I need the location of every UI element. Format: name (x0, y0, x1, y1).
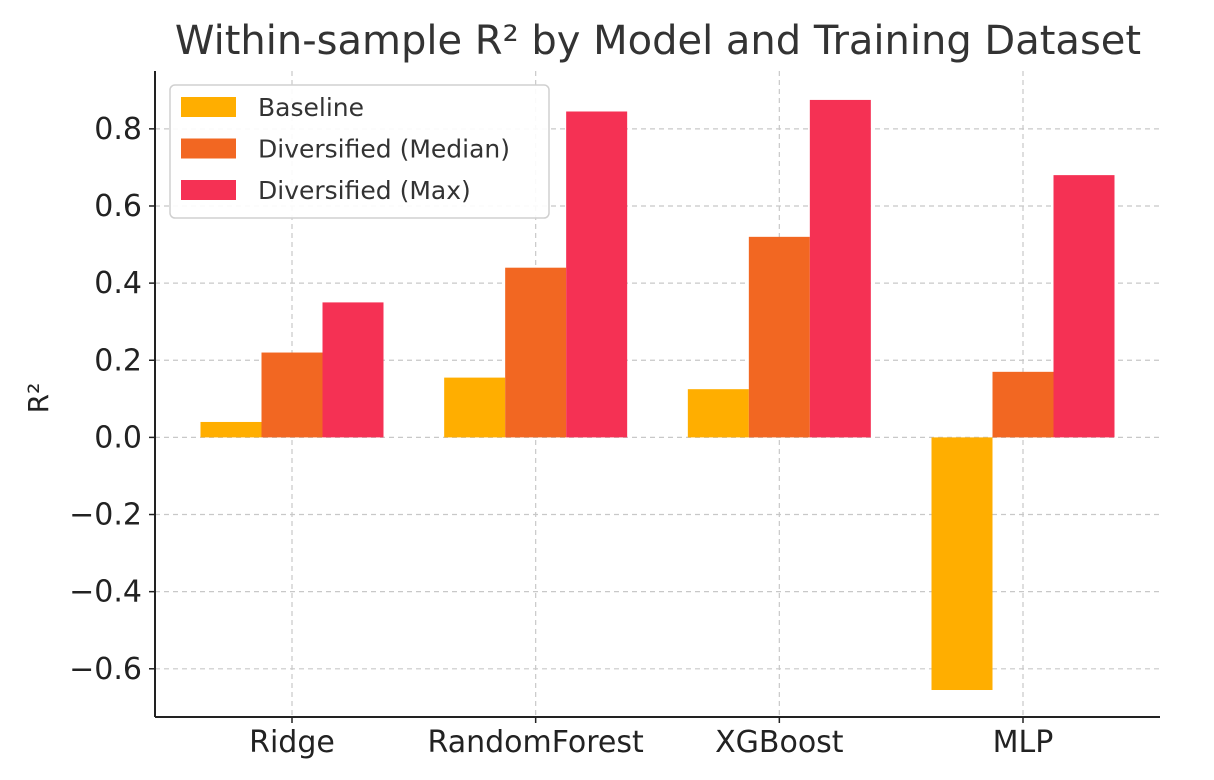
y-tick-label: 0.4 (94, 266, 142, 301)
y-tick-label: 0.2 (94, 343, 142, 378)
y-tick-label: 0.8 (94, 112, 142, 147)
legend-label-diversified-max: Diversified (Max) (258, 176, 471, 205)
x-tick-label-ridge: Ridge (249, 725, 335, 760)
y-tick-label: −0.4 (69, 575, 142, 610)
legend-swatch-diversified-max (181, 180, 236, 200)
y-tick-label: 0.6 (94, 189, 142, 224)
legend-swatch-diversified-median (181, 138, 236, 159)
bar-diversified-max-mlp (1053, 175, 1115, 438)
x-tick-label-xgboost: XGBoost (715, 725, 844, 760)
y-axis-label: R² (22, 383, 55, 414)
legend-swatch-baseline (181, 97, 236, 117)
legend-box (169, 84, 550, 219)
x-tick-label-mlp: MLP (993, 725, 1054, 760)
y-tick-label: −0.2 (69, 498, 142, 533)
bar-baseline-randomforest (444, 377, 506, 438)
axes (154, 71, 1160, 718)
legend: Baseline Diversified (Median) Diversified … (169, 84, 550, 219)
bar-baseline-ridge (200, 421, 262, 438)
x-ticks: Ridge RandomForest XGBoost MLP (249, 717, 1053, 760)
bar-diversified-max-randomforest (566, 111, 628, 438)
y-tick-label: −0.6 (69, 652, 142, 687)
bar-diversified-median-randomforest (505, 267, 567, 438)
bar-diversified-median-mlp (992, 371, 1054, 438)
chart-title: Within-sample R² by Model and Training D… (175, 18, 1141, 64)
legend-label-baseline: Baseline (258, 93, 364, 122)
bar-diversified-median-xgboost (748, 236, 810, 438)
x-tick-label-randomforest: RandomForest (428, 725, 645, 760)
bar-baseline-mlp (931, 437, 993, 691)
bar-diversified-median-ridge (261, 352, 323, 438)
y-tick-label: 0.0 (94, 420, 142, 455)
bar-baseline-xgboost (687, 389, 749, 438)
bars (200, 99, 1115, 691)
bar-diversified-max-xgboost (809, 99, 871, 438)
bar-diversified-max-ridge (322, 302, 384, 438)
legend-label-diversified-median: Diversified (Median) (258, 135, 510, 164)
y-ticks: −0.6 −0.4 −0.2 0.0 0.2 0.4 0.6 0.8 (69, 112, 155, 687)
